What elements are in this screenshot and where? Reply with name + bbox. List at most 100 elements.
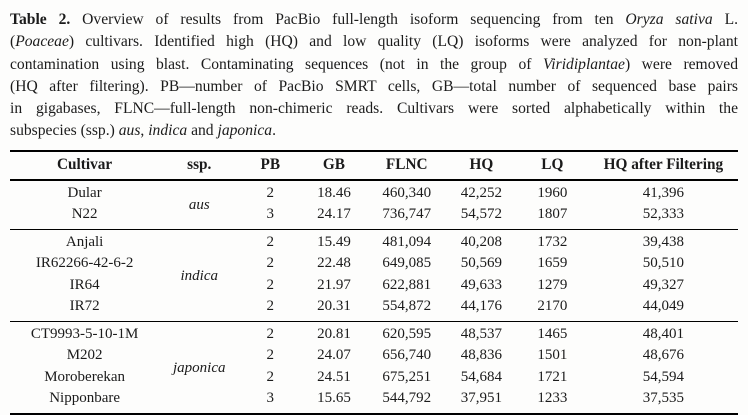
caption-italic-term: japonica bbox=[217, 122, 273, 140]
table-row-ir64: IR64 2 21.97 622,881 49,633 1279 49,327 bbox=[10, 275, 738, 297]
hq-cell: 48,537 bbox=[460, 325, 502, 342]
column-header-lq: LQ bbox=[541, 155, 564, 173]
hq-after-filtering-cell: 49,327 bbox=[642, 276, 684, 293]
caption-text: ) cultivars. Identified high (HQ) and lo… bbox=[68, 33, 738, 51]
hq-cell: 42,252 bbox=[460, 184, 502, 201]
caption-table-label: Table 2. bbox=[10, 11, 71, 28]
gb-cell: 24.07 bbox=[317, 347, 351, 364]
column-header-hq-after-filtering: HQ after Filtering bbox=[603, 155, 724, 173]
hq-after-filtering-cell: 48,401 bbox=[642, 325, 684, 342]
subspecies-cell: aus bbox=[188, 197, 210, 214]
group-indica: Anjali indica 2 15.49 481,094 40,208 1732 39,43… bbox=[10, 229, 738, 322]
table-row-n22: N22 3 24.17 736,747 54,572 1807 52,333 bbox=[10, 204, 738, 229]
hq-cell: 54,684 bbox=[460, 368, 502, 385]
flnc-cell: 554,872 bbox=[382, 298, 432, 315]
cultivar-cell: Dular bbox=[67, 184, 102, 201]
table-row-ir72: IR72 2 20.31 554,872 44,176 2170 44,049 bbox=[10, 296, 738, 321]
subspecies-cell: japonica bbox=[173, 359, 226, 376]
pb-cell: 2 bbox=[266, 298, 275, 315]
cultivar-cell: IR72 bbox=[69, 298, 100, 315]
table-caption: Table 2. Overview of results from PacBio… bbox=[10, 9, 738, 143]
table-header: Cultivar ssp. PB GB FLNC HQ LQ HQ after Filteri… bbox=[10, 151, 738, 180]
column-header-cultivar: Cultivar bbox=[56, 155, 113, 173]
lq-cell: 1465 bbox=[537, 325, 568, 342]
column-header-ssp: ssp. bbox=[187, 155, 212, 173]
table-header-row: Cultivar ssp. PB GB FLNC HQ LQ HQ after Filteri… bbox=[10, 151, 738, 180]
flnc-cell: 620,595 bbox=[382, 325, 432, 342]
cultivar-cell: CT9993-5-10-1M bbox=[30, 325, 139, 342]
pb-cell: 2 bbox=[266, 255, 275, 272]
gb-cell: 18.46 bbox=[317, 184, 351, 201]
caption-line: contamination using blast. Contaminating… bbox=[10, 54, 738, 76]
caption-italic-term: aus bbox=[118, 122, 141, 140]
hq-cell: 40,208 bbox=[460, 233, 502, 250]
pb-cell: 3 bbox=[266, 390, 275, 407]
table-row-anjali: Anjali indica 2 15.49 481,094 40,208 1732 39,43… bbox=[10, 229, 738, 284]
lq-cell: 1721 bbox=[537, 368, 568, 385]
hq-after-filtering-cell: 48,676 bbox=[642, 347, 684, 364]
flnc-cell: 736,747 bbox=[382, 206, 432, 223]
gb-cell: 20.31 bbox=[317, 298, 351, 315]
hq-after-filtering-cell: 54,594 bbox=[642, 368, 684, 385]
caption-text: L. bbox=[712, 11, 738, 28]
caption-italic-term: Viridiplantae bbox=[542, 55, 625, 73]
caption-line: subspecies (ssp.) aus, indica and japoni… bbox=[10, 120, 738, 142]
caption-text: subspecies (ssp.) bbox=[10, 122, 119, 140]
column-header-pb: PB bbox=[260, 155, 281, 173]
column-header-gb: GB bbox=[322, 155, 345, 173]
flnc-cell: 481,094 bbox=[382, 233, 432, 250]
lq-cell: 1732 bbox=[537, 233, 568, 250]
hq-cell: 37,951 bbox=[460, 390, 502, 407]
lq-cell: 1659 bbox=[537, 255, 568, 272]
column-header-hq: HQ bbox=[469, 155, 494, 173]
gb-cell: 15.65 bbox=[317, 390, 351, 407]
hq-after-filtering-cell: 44,049 bbox=[642, 298, 684, 315]
caption-text: Overview of results from PacBio full-len… bbox=[70, 11, 626, 28]
group-aus: Dular aus 2 18.46 460,340 42,252 1960 41,396 N22… bbox=[10, 180, 738, 230]
hq-cell: 49,633 bbox=[460, 276, 502, 293]
column-header-flnc: FLNC bbox=[385, 155, 428, 173]
pb-cell: 2 bbox=[266, 347, 275, 364]
caption-text: , bbox=[140, 122, 149, 140]
results-table: Cultivar ssp. PB GB FLNC HQ LQ HQ after Filteri… bbox=[10, 149, 738, 415]
hq-after-filtering-cell: 52,333 bbox=[642, 206, 684, 223]
flnc-cell: 656,740 bbox=[382, 347, 432, 364]
gb-cell: 24.51 bbox=[317, 368, 351, 385]
gb-cell: 20.81 bbox=[317, 325, 351, 342]
caption-text: ) were removed bbox=[624, 55, 739, 73]
cultivar-cell: Nipponbare bbox=[49, 390, 121, 407]
lq-cell: 1233 bbox=[537, 390, 568, 407]
caption-text: contamination using blast. Contaminating… bbox=[10, 55, 543, 73]
table-row-moroberekan: Moroberekan 2 24.51 675,251 54,684 1721 54,594 bbox=[10, 367, 738, 389]
caption-italic-term: Oryza sativa bbox=[625, 11, 713, 28]
flnc-cell: 675,251 bbox=[382, 368, 432, 385]
flnc-cell: 649,085 bbox=[382, 255, 432, 272]
table-row-ir62266-42-6-2: IR62266-42-6-2 2 22.48 649,085 50,569 1659 50,… bbox=[10, 253, 738, 275]
pb-cell: 2 bbox=[266, 368, 275, 385]
hq-after-filtering-cell: 41,396 bbox=[642, 184, 684, 201]
hq-after-filtering-cell: 39,438 bbox=[642, 233, 684, 250]
cultivar-cell: M202 bbox=[66, 347, 103, 364]
cultivar-cell: N22 bbox=[71, 206, 98, 223]
hq-after-filtering-cell: 37,535 bbox=[642, 390, 684, 407]
hq-after-filtering-cell: 50,510 bbox=[642, 255, 684, 272]
caption-line: in gigabases, FLNC—full-length non-chime… bbox=[10, 98, 738, 120]
hq-cell: 54,572 bbox=[460, 206, 502, 223]
flnc-cell: 622,881 bbox=[382, 276, 432, 293]
subspecies-cell: indica bbox=[180, 267, 219, 284]
caption-italic-term: Poaceae bbox=[15, 33, 69, 51]
group-japonica: CT9993-5-10-1M japonica 2 20.81 620,595 48,53… bbox=[10, 321, 738, 414]
gb-cell: 22.48 bbox=[317, 255, 351, 272]
table-row-m202: M202 2 24.07 656,740 48,836 1501 48,676 bbox=[10, 345, 738, 367]
cultivar-cell: IR64 bbox=[69, 276, 100, 293]
gb-cell: 21.97 bbox=[317, 276, 351, 293]
pb-cell: 2 bbox=[266, 184, 275, 201]
caption-text: in gigabases, FLNC—full-length non-chime… bbox=[10, 100, 738, 118]
table-row-nipponbare: Nipponbare 3 15.65 544,792 37,951 1233 37,535 bbox=[10, 388, 738, 414]
hq-cell: 44,176 bbox=[460, 298, 502, 315]
flnc-cell: 460,340 bbox=[382, 184, 432, 201]
cultivar-cell: Anjali bbox=[65, 233, 104, 250]
table-row-dular: Dular aus 2 18.46 460,340 42,252 1960 41,396 bbox=[10, 180, 738, 213]
pb-cell: 3 bbox=[266, 206, 275, 223]
